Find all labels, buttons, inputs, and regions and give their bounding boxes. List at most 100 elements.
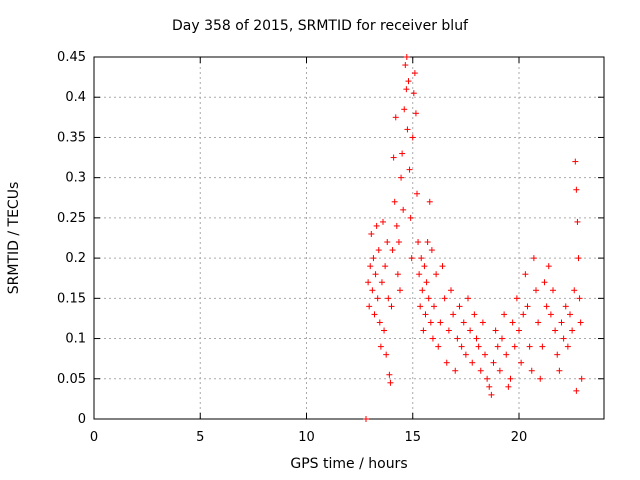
data-point	[390, 154, 397, 161]
y-tick-label: 0.4	[65, 90, 86, 105]
x-axis-label: GPS time / hours	[290, 456, 408, 472]
data-point	[414, 190, 420, 197]
data-point	[573, 387, 580, 394]
data-point	[367, 263, 374, 270]
y-axis-label: SRMTID / TECUs	[6, 181, 22, 295]
data-point	[539, 343, 546, 350]
data-point	[448, 287, 454, 294]
data-point	[366, 303, 373, 310]
data-point	[473, 335, 480, 342]
data-point	[429, 335, 436, 342]
y-tick-label: 0.3	[65, 171, 86, 186]
data-point	[416, 271, 423, 278]
data-point	[530, 255, 537, 262]
data-point	[369, 287, 376, 294]
data-point	[471, 311, 478, 318]
data-point	[460, 319, 467, 326]
y-tick-label: 0.35	[57, 130, 86, 145]
data-point	[562, 303, 569, 310]
data-point	[370, 255, 377, 262]
data-point	[492, 327, 499, 334]
data-point	[393, 222, 400, 229]
data-point	[554, 351, 561, 358]
data-point	[543, 303, 550, 310]
data-point	[392, 114, 399, 121]
data-point	[435, 343, 442, 350]
data-point	[376, 319, 383, 326]
data-point	[443, 359, 450, 366]
data-point	[571, 287, 578, 294]
data-point	[450, 311, 457, 318]
data-point	[411, 70, 418, 77]
data-point	[569, 327, 576, 334]
data-point	[427, 319, 434, 326]
data-point	[482, 351, 488, 358]
data-point	[402, 62, 409, 69]
data-point	[391, 198, 398, 205]
data-point	[377, 343, 384, 350]
data-point	[511, 343, 518, 350]
data-point	[578, 375, 585, 382]
data-point	[410, 90, 417, 97]
data-point	[412, 110, 419, 117]
data-point	[423, 279, 430, 286]
data-points	[363, 54, 585, 422]
data-point	[558, 319, 565, 326]
data-point	[445, 327, 452, 334]
data-point	[516, 327, 522, 334]
data-point	[533, 287, 539, 294]
data-point	[403, 54, 410, 60]
data-point	[475, 343, 482, 350]
data-point	[409, 134, 416, 141]
data-point	[371, 311, 378, 318]
data-point	[365, 279, 372, 286]
data-point	[380, 218, 386, 225]
data-point	[520, 311, 527, 318]
data-point	[400, 206, 407, 213]
data-point	[575, 255, 582, 262]
data-point	[509, 319, 516, 326]
data-point	[384, 239, 391, 246]
data-point	[417, 303, 424, 310]
data-point	[431, 303, 437, 310]
data-point	[535, 319, 542, 326]
data-point	[505, 383, 512, 390]
data-point	[576, 295, 583, 302]
data-point	[406, 166, 413, 173]
y-tick-label: 0.25	[57, 211, 86, 226]
data-point	[488, 391, 495, 398]
data-point	[452, 367, 459, 374]
data-point	[501, 311, 508, 318]
y-tick-label: 0.45	[57, 50, 86, 65]
data-point	[567, 311, 573, 318]
data-point	[426, 198, 433, 205]
data-point	[378, 279, 385, 286]
chart-title: Day 358 of 2015, SRMTID for receiver blu…	[172, 18, 468, 34]
data-point	[407, 214, 414, 221]
data-point	[389, 247, 396, 254]
data-point	[484, 375, 491, 382]
data-point	[537, 375, 544, 382]
data-point	[462, 351, 469, 358]
data-point	[387, 379, 394, 386]
data-point	[415, 239, 422, 246]
data-point	[386, 371, 393, 378]
data-point	[395, 239, 402, 246]
data-point	[577, 319, 584, 326]
data-point	[552, 327, 559, 334]
data-point	[388, 303, 395, 310]
data-point	[418, 255, 425, 262]
data-point	[374, 295, 381, 302]
data-point	[490, 359, 497, 366]
data-point	[499, 335, 505, 342]
x-tick-label: 5	[196, 430, 204, 445]
data-point	[404, 126, 411, 133]
data-point	[503, 351, 510, 358]
data-point	[494, 343, 501, 350]
data-point	[496, 367, 503, 374]
data-point	[368, 230, 375, 237]
data-point	[363, 416, 369, 422]
plot-frame	[93, 56, 605, 420]
y-tick-label: 0.15	[57, 291, 86, 306]
